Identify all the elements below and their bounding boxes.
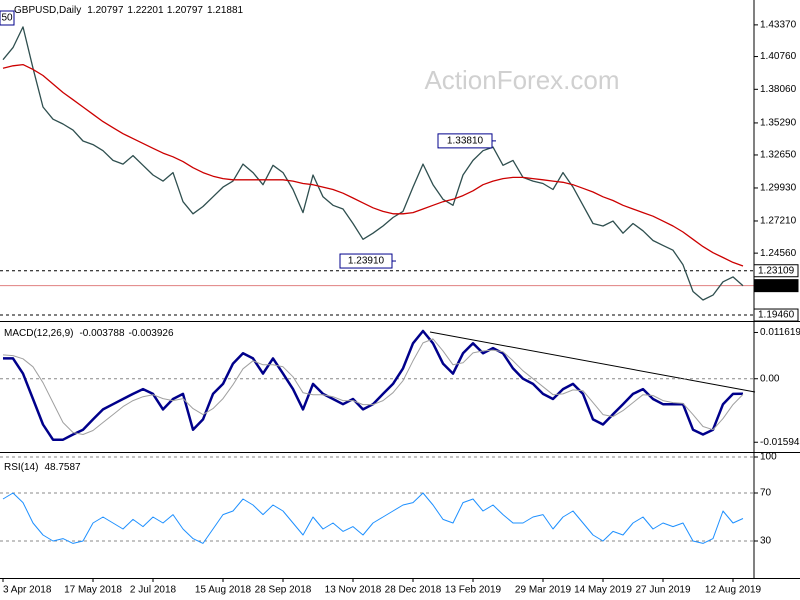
- x-tick-label: 27 Jun 2019: [635, 585, 690, 596]
- x-tick-label: 13 Nov 2018: [325, 585, 382, 596]
- x-tick-label: 12 Aug 2019: [705, 585, 762, 596]
- x-tick-label: 28 Sep 2018: [255, 585, 312, 596]
- annotation-label: 1.23910: [348, 256, 385, 267]
- panel-header: MACD(12,26,9) -0.003788 -0.003926: [4, 328, 174, 339]
- annotation-box: [0, 10, 15, 26]
- x-tick-label: 14 May 2019: [574, 585, 632, 596]
- x-tick-label: 17 May 2018: [64, 585, 122, 596]
- panel-title: MACD(12,26,9): [4, 328, 73, 339]
- level-label: 1.21881: [758, 280, 795, 291]
- watermark: ActionForex.com: [424, 65, 619, 95]
- readout-value: -0.003926: [129, 328, 174, 339]
- y-tick-label: 1.32650: [760, 150, 797, 161]
- y-tick-label: 1.38060: [760, 84, 797, 95]
- panel-header: RSI(14) 48.7587: [4, 462, 81, 473]
- panel-title: RSI(14): [4, 462, 38, 473]
- y-tick-label: 70: [760, 488, 772, 499]
- panel-title: GBPUSD,Daily: [14, 5, 81, 16]
- y-tick-label: 1.40760: [760, 51, 797, 62]
- y-tick-label: 0.011619: [760, 327, 800, 338]
- readout-value: 1.20797: [167, 5, 204, 16]
- trend-line: [429, 331, 756, 393]
- series-line: [2, 63, 744, 267]
- x-tick-label: 29 Mar 2019: [515, 585, 572, 596]
- x-tick-label: 13 Feb 2019: [445, 585, 502, 596]
- level-box: [753, 264, 799, 278]
- series-line: [2, 338, 744, 435]
- level-label: 1.19460: [758, 310, 795, 321]
- readout-value: 1.20797: [87, 5, 124, 16]
- x-tick-label: 15 Aug 2018: [195, 585, 252, 596]
- y-tick-label: 1.35290: [760, 118, 797, 129]
- y-tick-label: 1.29930: [760, 183, 797, 194]
- readout-value: 1.21881: [207, 5, 244, 16]
- x-tick-label: 3 Apr 2018: [3, 585, 52, 596]
- level-label: 1.23109: [758, 265, 795, 276]
- y-tick-label: 1.27210: [760, 216, 797, 227]
- y-tick-label: -0.015949: [760, 437, 800, 448]
- y-tick-label: 0.00: [760, 373, 780, 384]
- series-line: [2, 492, 744, 544]
- level-box: [753, 308, 799, 322]
- readout-value: -0.003788: [79, 328, 124, 339]
- readout-value: 48.7587: [44, 462, 81, 473]
- series-line: [2, 26, 744, 301]
- panel-header: GBPUSD,Daily 1.20797 1.22201 1.20797 1.21881: [14, 5, 244, 16]
- y-tick-label: 1.24560: [760, 248, 797, 259]
- y-tick-label: 30: [760, 536, 772, 547]
- y-tick-label: 1.43370: [760, 20, 797, 31]
- x-tick-label: 28 Dec 2018: [385, 585, 442, 596]
- annotation-label: 1.33810: [447, 136, 484, 147]
- annotation-label: 50: [1, 13, 13, 24]
- level-box: [753, 279, 799, 293]
- x-tick-label: 2 Jul 2018: [130, 585, 177, 596]
- readout-value: 1.22201: [127, 5, 164, 16]
- y-tick-label: 100: [760, 452, 777, 463]
